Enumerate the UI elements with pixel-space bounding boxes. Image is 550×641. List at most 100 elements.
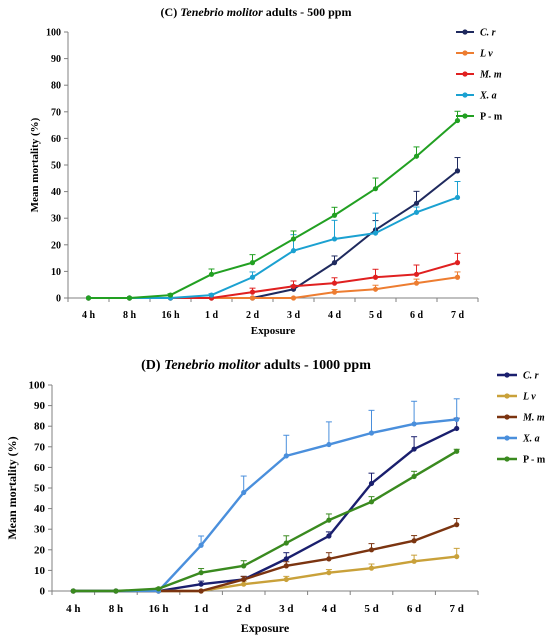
x-tick-label: 6 d [410,310,424,321]
legend-entry-label: C. r [480,28,496,39]
y-axis-label: Mean mortality (%) [5,436,19,539]
data-point [326,517,332,523]
data-point [411,558,417,564]
series-line [73,427,458,593]
legend-entry-label: M. m [479,70,502,81]
y-tick-label: 50 [51,161,61,172]
series-line [73,450,458,593]
data-point [372,230,379,236]
data-point [70,588,76,594]
data-point [326,441,332,448]
data-point [241,576,247,583]
data-point [368,547,375,553]
chart-title-prefix: (D) [141,358,164,373]
legend-entry-label: X. a [522,434,540,445]
y-tick-label: 40 [34,503,46,515]
x-tick-label: 7 d [451,310,465,321]
data-point [208,271,215,277]
data-point [249,260,256,266]
series-line [88,276,458,299]
legend-swatch-marker [462,29,468,35]
series-p-m [70,448,460,594]
data-point [283,540,289,546]
data-point [411,446,417,452]
y-tick-label: 10 [51,267,61,278]
y-tick-label: 70 [34,441,46,453]
data-point [290,248,297,254]
legend-swatch-marker [462,71,468,77]
chart-title-italic: Tenebrio molitor [180,5,263,19]
y-tick-label: 30 [34,524,46,536]
legend-entry-label: P - m [523,455,546,466]
series-line [73,418,457,593]
legend-entry-label: L v [522,392,536,403]
y-tick-label: 0 [56,294,61,305]
x-tick-label: 1 d [194,603,208,615]
y-tick-label: 60 [51,134,61,145]
y-tick-label: 50 [34,483,46,495]
x-tick-label: 16 h [161,310,180,321]
data-point [331,280,338,286]
y-tick-label: 90 [34,400,46,412]
data-point [454,416,460,423]
data-point [290,295,297,301]
chart-title-suffix: adults - 500 ppm [263,5,352,19]
data-point [326,570,332,576]
legend-swatch-marker [462,92,468,98]
data-point [454,553,460,560]
data-point [241,581,247,587]
series-p-m [85,110,461,301]
y-tick-label: 100 [46,28,61,39]
y-tick-label: 100 [29,380,46,392]
data-point [454,194,461,201]
chart-d-1000ppm: (D) Tenebrio molitor adults - 1000 ppm 0 1… [5,358,546,635]
data-point [331,212,338,218]
legend-swatch-marker [504,456,510,462]
x-axis-label: Exposure [241,621,290,635]
legend-swatch-marker [504,372,510,378]
x-tick-label: 2 d [246,310,260,321]
x-tick-label: 6 d [407,603,421,615]
y-tick-label: 40 [51,187,61,198]
y-tick-label: 60 [34,462,46,474]
x-tick-label: 4 d [328,310,342,321]
data-point [198,581,204,587]
data-point [155,586,162,592]
x-axis-label: Exposure [251,325,296,337]
legend-entry-label: L v [479,49,493,60]
data-point [411,538,417,544]
data-point [454,117,461,124]
x-tick-label: 4 h [66,603,80,615]
x-tick-label: 5 d [364,603,378,615]
x-tick-label: 4 h [82,310,96,321]
data-point [372,286,379,292]
legend-swatch-marker [504,435,510,441]
legend-swatch-marker [504,393,510,399]
data-point [454,448,460,454]
data-point [454,274,461,280]
chart-title-prefix: (C) [161,5,181,19]
y-axis-label: Mean mortality (%) [29,117,41,212]
data-point [326,533,332,539]
data-point [85,295,92,301]
x-tick-label: 3 d [287,310,301,321]
x-tick-label: 2 d [237,603,251,615]
data-point [411,421,417,427]
data-point [241,563,247,569]
x-tick-label: 16 h [149,603,169,615]
y-tick-label: 90 [51,54,61,65]
data-point [413,271,420,277]
data-point [198,542,204,548]
data-point [290,236,297,242]
data-point [372,274,379,280]
data-point [411,473,417,480]
legend-entry-label: M. m [522,413,545,424]
x-tick-label: 8 h [109,603,123,615]
data-point [454,260,461,266]
data-point [283,453,289,459]
x-tick-label: 4 d [322,603,336,615]
data-point [126,295,133,301]
y-tick-label: 30 [51,214,61,225]
legend-entry-label: C. r [523,371,539,382]
legend-swatch-marker [462,113,468,119]
